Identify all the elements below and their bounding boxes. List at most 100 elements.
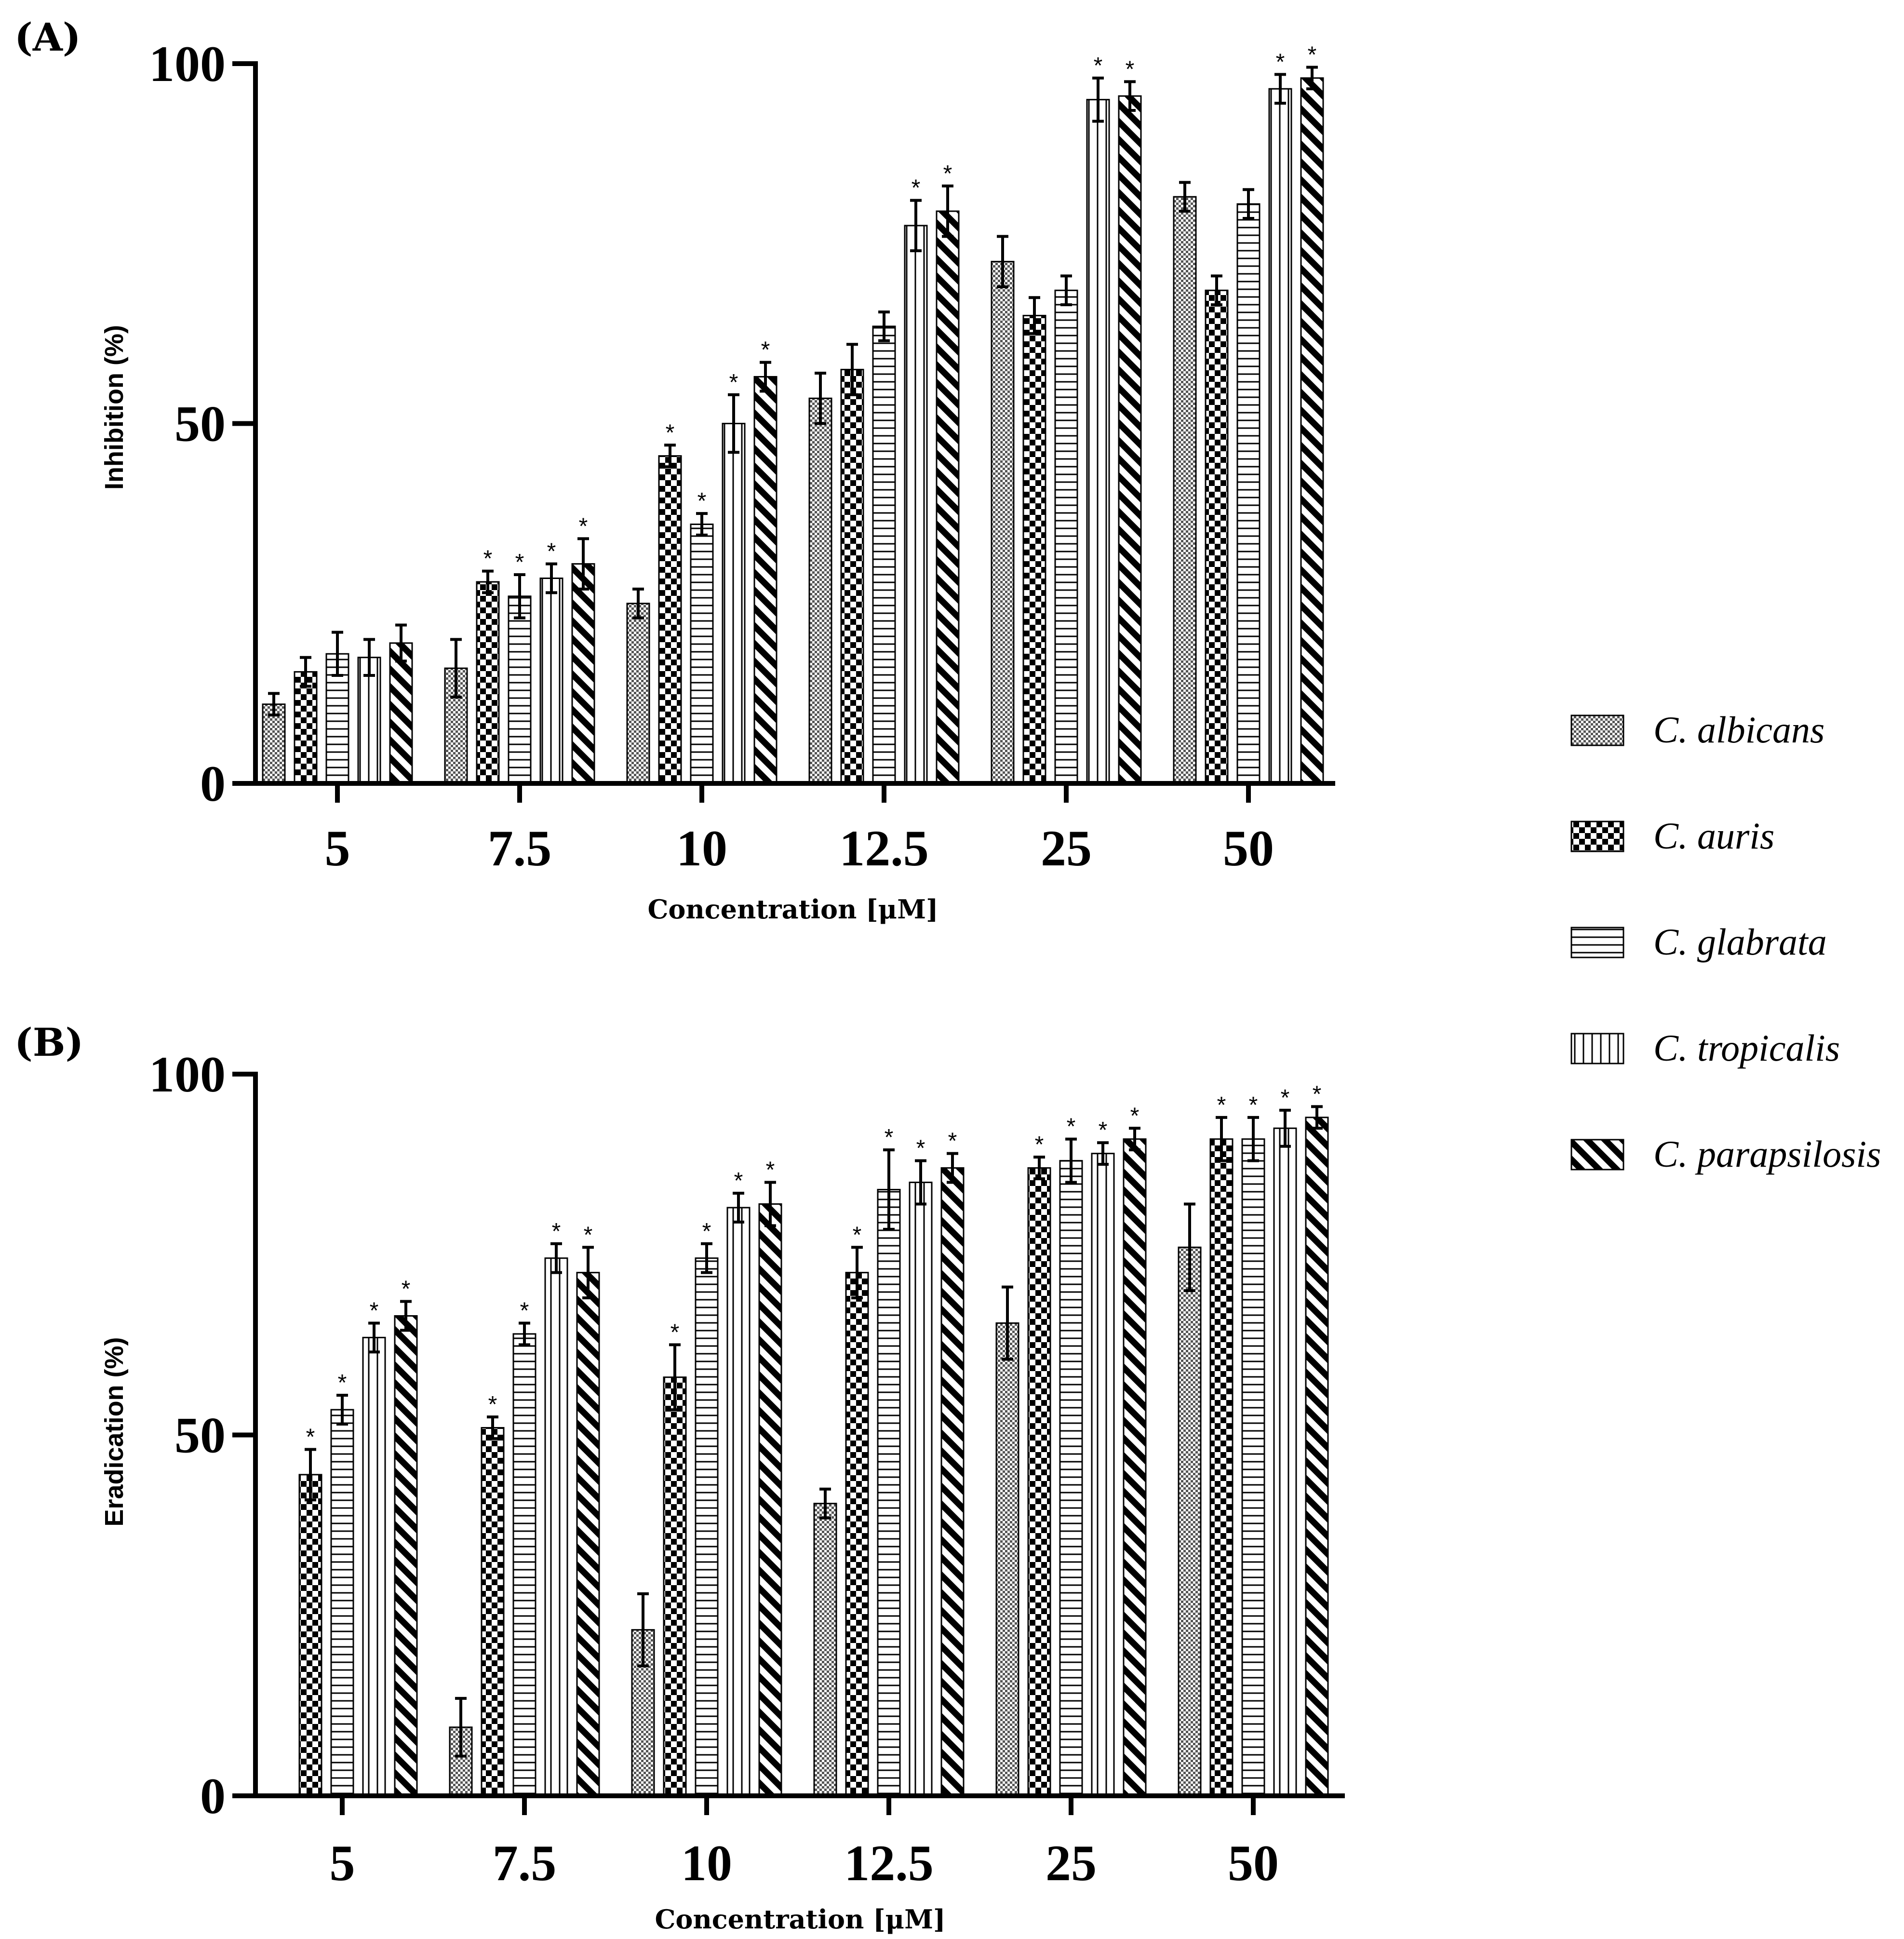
significance-star: * [552,1219,561,1244]
significance-star: * [338,1370,347,1396]
error-bar [728,393,739,454]
error-bar [819,1487,831,1520]
bar [1118,95,1142,784]
y-tick-label: 0 [200,1768,226,1824]
significance-star: * [885,1125,894,1150]
bar [444,667,468,784]
legend-item: C. albicans [1570,709,1824,751]
panel-a-axes [253,61,1335,786]
panel-a-xlabel: Concentration [μM] [647,894,938,925]
significance-star: * [912,175,921,201]
significance-star: * [370,1298,379,1323]
x-tick-label: 25 [1046,1835,1097,1891]
error-bar [395,623,407,663]
significance-star: * [666,420,675,445]
panel-a-x-ticks: 5 7.5 10 12.5 25 50 [325,783,1274,876]
significance-star: * [1094,53,1103,79]
panel-a-y-ticks: 0 50 100 [149,36,255,812]
significance-star: * [734,1168,743,1194]
bar [294,671,318,784]
error-bar [546,562,557,594]
bar [539,577,563,784]
x-tick-label: 50 [1223,820,1274,876]
bar [726,1207,751,1797]
error-bar [482,569,494,594]
error-bar [915,1159,926,1206]
bar [658,455,682,784]
legend-item: C. tropicalis [1570,1027,1840,1069]
legend-swatch [1570,1033,1624,1064]
bar [663,1376,687,1797]
bar [845,1272,869,1797]
bar [872,325,896,784]
bar [576,1272,600,1797]
legend-swatch [1570,1139,1624,1171]
error-bar [582,1246,594,1300]
error-bar [300,656,311,688]
error-bar [696,512,708,537]
bar [1022,315,1046,784]
legend-label: C. tropicalis [1653,1027,1840,1069]
bar [758,1203,782,1797]
bar [690,524,714,784]
bar [481,1427,505,1797]
bar [753,376,778,784]
significance-star: * [697,488,707,514]
bar [936,210,960,784]
significance-star: * [729,370,738,395]
x-tick-label: 25 [1041,820,1092,876]
panel-b-axes [253,1072,1345,1798]
error-bar [883,1148,895,1231]
error-bar [878,310,890,342]
panel-a-error-bars [268,66,1318,717]
error-bar [1124,80,1136,112]
bar [1268,88,1292,784]
panel-b-bars [298,1117,1329,1797]
x-tick-label: 10 [681,1835,732,1891]
bar [840,369,864,784]
panel-b-y-ticks: 0 50 100 [149,1046,255,1824]
error-bar [363,638,375,677]
bar [1086,99,1110,784]
legend-label: C. auris [1653,815,1774,857]
panel-b: (B) Eradication (%) Concentration [μM] *… [14,1020,1345,1935]
error-bar [1211,274,1222,307]
bar [512,1333,536,1797]
error-bar [450,638,462,699]
legend-item: C. auris [1570,815,1774,857]
significance-star: * [948,1129,957,1154]
error-bar [1060,274,1072,307]
bar [544,1257,568,1797]
error-bar [1247,1116,1259,1162]
error-bar [455,1697,467,1758]
error-bar [305,1448,316,1502]
bar [571,563,595,784]
significance-star: * [547,539,556,565]
x-tick-label: 10 [676,820,727,876]
bar [330,1409,354,1797]
error-bar [632,587,644,619]
significance-star: * [702,1219,711,1244]
bar [1305,1117,1329,1797]
significance-star: * [670,1320,680,1345]
legend-swatch [1570,714,1624,746]
significance-star: * [1067,1114,1076,1140]
error-bar [664,444,676,469]
significance-star: * [483,546,493,572]
significance-star: * [766,1158,775,1183]
bar [476,581,500,784]
error-bar [577,537,589,591]
significance-star: * [853,1222,862,1248]
error-bar [1179,181,1191,213]
bar [389,642,413,784]
bar [626,603,650,784]
bar [991,261,1015,784]
significance-star: * [488,1392,497,1417]
panel-b-ylabel: Eradication (%) [100,1337,129,1526]
bar [1300,77,1324,784]
error-bar [1097,1141,1109,1166]
significance-star: * [1313,1081,1322,1107]
bar [1273,1127,1297,1797]
x-tick-label: 7.5 [488,820,552,876]
